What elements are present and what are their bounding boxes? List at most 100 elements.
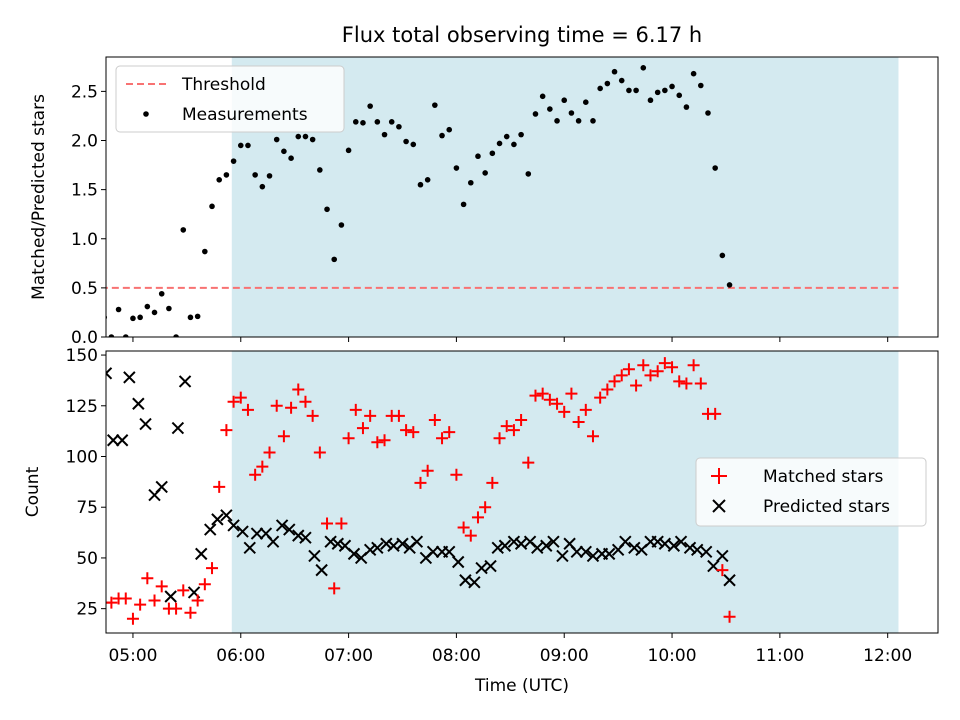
matched-star-point: [191, 594, 204, 607]
matched-star-point: [543, 393, 556, 406]
matched-star-point: [565, 387, 578, 400]
matched-star-point: [364, 409, 377, 422]
measurement-point: [345, 147, 352, 154]
measurement-point: [374, 119, 381, 125]
measurement-point: [352, 119, 359, 125]
measurement-point: [561, 97, 568, 104]
matched-star-point: [170, 602, 183, 615]
measurement-point: [525, 171, 532, 177]
predicted-star-point: [204, 523, 217, 536]
x-axis-label: Time (UTC): [474, 676, 569, 696]
matched-star-point: [227, 395, 240, 408]
legend-matched-label: Matched stars: [763, 467, 883, 487]
predicted-star-point: [674, 535, 688, 548]
predicted-star-point: [484, 559, 497, 573]
predicted-star-point: [459, 574, 472, 587]
matched-star-point: [716, 564, 729, 577]
predicted-star-point: [468, 576, 481, 589]
matched-star-point: [666, 361, 679, 374]
measurement-point: [575, 118, 582, 124]
matched-star-point: [594, 391, 607, 404]
matched-star-point: [392, 409, 405, 422]
matched-star-point: [709, 407, 722, 420]
predicted-star-point: [266, 535, 280, 548]
predicted-star-point: [443, 545, 456, 559]
measurement-point: [726, 282, 733, 288]
measurement-point: [338, 222, 345, 228]
y-tick-label: 25: [76, 600, 98, 620]
predicted-star-point: [250, 527, 264, 540]
predicted-star-point: [531, 541, 544, 554]
predicted-star-point: [586, 549, 600, 563]
y-tick-label: 100: [66, 447, 98, 467]
predicted-star-point: [283, 523, 296, 536]
measurement-point: [216, 177, 223, 183]
measurement-point: [187, 314, 194, 321]
predicted-star-point: [220, 509, 233, 522]
measurement-point: [697, 82, 704, 89]
measurement-point: [309, 136, 316, 143]
measurement-point: [647, 97, 654, 104]
matched-star-point: [356, 422, 369, 435]
measurement-point: [590, 118, 596, 124]
measurement-point: [122, 334, 129, 337]
matched-star-point: [198, 578, 211, 591]
measurement-point: [259, 183, 266, 190]
measurement-point: [324, 206, 330, 213]
matched-star-point: [206, 562, 219, 575]
y-tick-label: 150: [66, 346, 98, 366]
measurement-point: [295, 133, 302, 140]
predicted-star-point: [380, 537, 393, 550]
measurement-point: [618, 77, 625, 84]
predicted-star-point: [106, 367, 113, 380]
measurement-point: [453, 165, 460, 171]
predicted-star-point: [507, 535, 521, 548]
y-tick-label: 0.0: [71, 328, 98, 348]
predicted-star-point: [723, 574, 736, 587]
measurement-point: [180, 227, 187, 233]
measurement-point: [252, 172, 258, 178]
measurement-point: [467, 179, 474, 186]
measurement-point: [582, 99, 589, 105]
matched-star-point: [673, 375, 686, 388]
predicted-star-point: [275, 519, 289, 532]
matched-star-point: [558, 405, 571, 418]
measurement-point: [532, 111, 539, 117]
measurement-point: [460, 201, 467, 208]
matched-star-point: [608, 375, 621, 388]
matched-star-point: [644, 369, 657, 382]
matched-star-point: [277, 430, 290, 443]
measurement-point: [604, 80, 611, 87]
matched-star-point: [184, 606, 197, 619]
measurement-point: [381, 131, 388, 138]
measurement-point: [503, 133, 510, 140]
measurement-point: [223, 172, 230, 178]
measurement-point: [712, 165, 718, 171]
predicted-star-point: [132, 397, 145, 410]
x-tick-label: 08:00: [432, 646, 481, 666]
measurement-point: [367, 103, 373, 109]
bottom-legend-box: [695, 457, 927, 527]
predicted-star-point: [540, 539, 553, 552]
measurement-point: [633, 87, 639, 94]
measurement-point: [403, 138, 409, 145]
matched-star-point: [220, 424, 233, 437]
measurement-point: [489, 150, 496, 157]
measurement-point: [683, 104, 690, 110]
measurement-point: [547, 106, 553, 112]
legend-measurements-swatch: [143, 111, 149, 117]
measurement-point: [194, 313, 201, 320]
measurement-point: [690, 70, 697, 77]
predicted-star-point: [299, 531, 312, 544]
measurement-point: [115, 306, 122, 313]
measurement-point: [626, 87, 632, 94]
measurement-point: [719, 252, 726, 259]
legend-predicted-label: Predicted stars: [763, 497, 890, 517]
matched-star-point: [141, 572, 154, 585]
predicted-star-point: [410, 535, 424, 548]
predicted-star-point: [628, 541, 641, 554]
measurement-point: [302, 133, 309, 140]
predicted-star-point: [227, 519, 240, 532]
measurement-point: [281, 148, 287, 155]
